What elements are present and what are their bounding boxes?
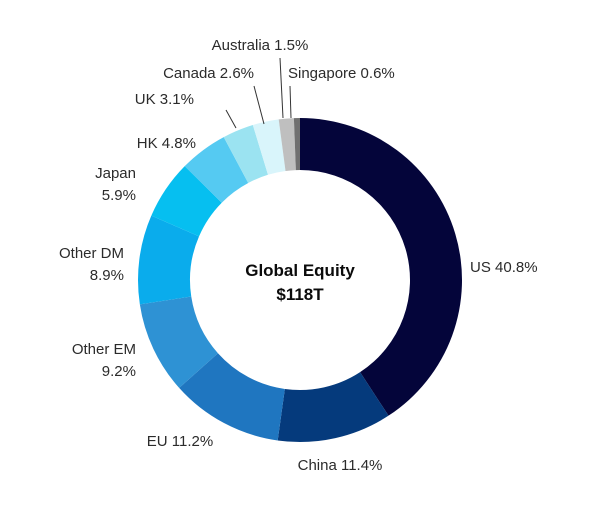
slice-uk <box>223 125 268 183</box>
label-other-em: Other EM 9.2% <box>72 341 136 380</box>
center-label-line-1: Global Equity <box>245 261 355 280</box>
slice-other-dm <box>138 215 200 305</box>
center-label-line-2: $118T <box>276 285 324 304</box>
slice-other-em <box>139 296 218 388</box>
slice-australia <box>278 118 296 171</box>
label-uk: UK 3.1% <box>135 91 194 108</box>
slice-china <box>277 372 389 442</box>
leader-line-canada <box>253 85 265 125</box>
leader-line-uk <box>225 109 237 129</box>
leader-lines <box>225 57 292 129</box>
label-japan: Japan 5.9% <box>95 165 136 204</box>
slice-eu <box>179 353 285 441</box>
leader-line-singapore <box>289 85 292 119</box>
slice-singapore <box>293 118 300 171</box>
label-china: China 11.4% <box>298 457 383 474</box>
label-eu: EU 11.2% <box>147 433 213 450</box>
slice-hk <box>184 137 249 203</box>
donut-slices <box>138 118 462 442</box>
slice-labels: US 40.8% China 11.4% EU 11.2% Other EM 9.2% O… <box>59 37 538 474</box>
slice-canada <box>252 119 286 175</box>
label-other-dm: Other DM 8.9% <box>59 245 124 284</box>
slice-japan <box>151 166 222 237</box>
label-canada: Canada 2.6% <box>163 65 254 82</box>
leader-line-australia <box>279 57 284 119</box>
label-australia: Australia 1.5% <box>212 37 309 54</box>
label-singapore: Singapore 0.6% <box>288 65 395 82</box>
label-hk: HK 4.8% <box>137 135 196 152</box>
label-us: US 40.8% <box>470 259 538 276</box>
slice-us <box>300 118 462 416</box>
